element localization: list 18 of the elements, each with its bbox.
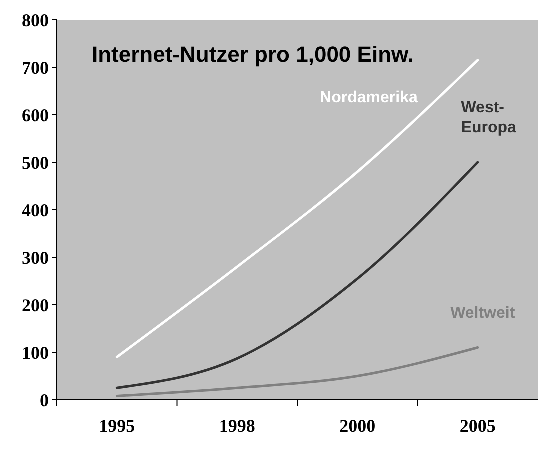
series-label: Nordamerika bbox=[320, 89, 418, 106]
y-tick-label: 500 bbox=[22, 152, 49, 173]
x-tick-label: 1998 bbox=[219, 416, 256, 436]
x-tick-label: 2005 bbox=[460, 416, 496, 436]
y-tick-label: 700 bbox=[22, 58, 49, 78]
series-label: West-Europa bbox=[461, 100, 517, 136]
y-tick-label: 200 bbox=[22, 295, 49, 316]
y-tick-label: 400 bbox=[22, 200, 49, 220]
y-tick-label: 100 bbox=[22, 342, 49, 363]
text: Internet-Nutzer pro 1,000 Einw. bbox=[92, 42, 414, 67]
y-tick-label: 300 bbox=[22, 248, 49, 268]
x-tick-label: 1995 bbox=[99, 416, 136, 436]
y-tick-label: 800 bbox=[22, 10, 49, 30]
line-series bbox=[116, 346, 480, 398]
text: Weltweit bbox=[450, 304, 516, 322]
x-tick-label: 2000 bbox=[340, 416, 376, 436]
y-tick-label: 600 bbox=[22, 105, 49, 126]
y-tick-label: 0 bbox=[40, 390, 49, 410]
